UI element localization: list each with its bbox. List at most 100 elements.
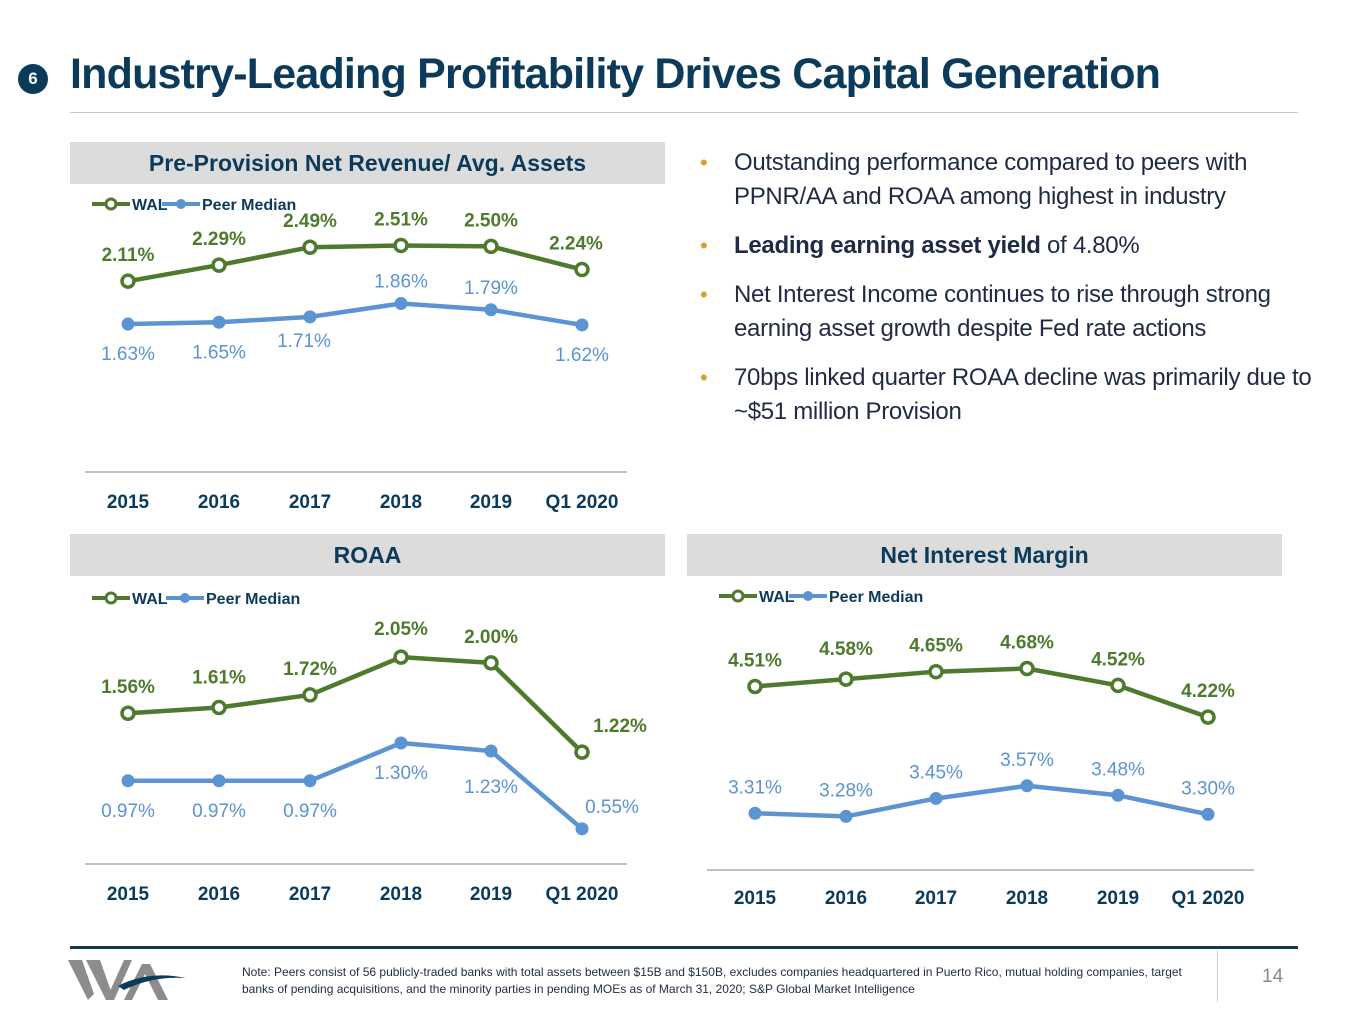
footnote: Note: Peers consist of 56 publicly-trade… <box>242 965 1182 996</box>
peer-data-label: 1.23% <box>464 777 518 798</box>
peer-series-line <box>128 740 584 831</box>
peer-data-label: 1.63% <box>101 344 155 365</box>
wal-data-label: 1.72% <box>283 659 337 680</box>
page-title: Industry-Leading Profitability Drives Ca… <box>70 50 1161 98</box>
ppnr-legend: WAL Peer Median <box>92 197 296 214</box>
peer-data-label: 1.86% <box>374 272 428 293</box>
peer-series-line <box>754 783 1209 819</box>
title-divider <box>70 112 1298 113</box>
peer-data-label: 1.79% <box>464 278 518 299</box>
legend-peer-marker <box>180 593 190 603</box>
wal-data-point <box>1200 709 1216 725</box>
legend-peer-label: Peer Median <box>829 589 923 606</box>
wal-data-label: 4.51% <box>728 650 782 671</box>
x-tick-label: 2016 <box>825 888 867 909</box>
x-tick-label: 2015 <box>107 884 150 905</box>
peer-data-label: 3.57% <box>1000 750 1054 771</box>
peer-data-label: 1.71% <box>277 331 331 352</box>
peer-data-label: 0.55% <box>585 797 639 818</box>
peer-data-point <box>484 303 498 317</box>
peer-data-point <box>1111 788 1125 802</box>
x-tick-label: 2016 <box>198 492 240 513</box>
x-tick-label: 2018 <box>380 492 422 513</box>
wal-data-point <box>393 649 409 665</box>
peer-data-point <box>484 744 498 758</box>
section-number-badge: 6 <box>18 64 48 94</box>
legend-wal-marker <box>104 591 118 605</box>
legend-peer-label: Peer Median <box>202 197 296 214</box>
peer-data-point <box>121 774 135 788</box>
wal-series-line <box>127 654 584 754</box>
roaa-legend: WAL Peer Median <box>92 591 300 608</box>
nim-chart-title: Net Interest Margin <box>687 534 1282 576</box>
legend-peer-marker <box>803 591 813 601</box>
wal-data-point <box>1019 660 1035 677</box>
nim-chart: WAL Peer Median 3.31% 3.28% 3.45% 3.57% 3.48% 3… <box>707 589 1254 909</box>
roaa-chart: WAL Peer Median 0.97% 0.97% 0.97% 1.30% 1.23% 0… <box>85 591 647 905</box>
x-tick-label: 2017 <box>915 888 957 909</box>
x-tick-label: 2018 <box>1006 888 1048 909</box>
key-points-list: • Outstanding performance compared to pee… <box>700 146 1320 444</box>
x-tick-label: 2015 <box>107 492 150 513</box>
peer-data-label: 0.97% <box>101 801 155 822</box>
wa-logo-icon <box>68 960 186 1000</box>
x-tick-label: Q1 2020 <box>1172 888 1245 909</box>
peer-data-label: 3.48% <box>1091 759 1145 780</box>
x-tick-label: 2018 <box>380 884 422 905</box>
peer-data-label: 3.30% <box>1181 778 1235 799</box>
nim-legend: WAL Peer Median <box>719 589 923 606</box>
wal-data-label: 1.56% <box>101 677 155 698</box>
peer-data-point <box>394 297 408 311</box>
peer-data-point <box>121 317 135 331</box>
wal-data-point <box>747 678 763 695</box>
wal-data-point <box>574 744 590 760</box>
bullet-dot-icon: • <box>700 282 708 307</box>
peer-series-line <box>127 301 583 328</box>
x-tick-label: 2019 <box>1097 888 1139 909</box>
legend-peer-label: Peer Median <box>206 591 300 608</box>
footer-separator <box>1217 950 1218 1002</box>
bullet-item: • Outstanding performance compared to pee… <box>700 146 1320 214</box>
wal-data-point <box>928 663 944 680</box>
page-number: 14 <box>1262 966 1284 987</box>
wal-data-point <box>211 257 227 273</box>
wal-data-label: 2.49% <box>283 211 337 232</box>
ppnr-chart-title: Pre-Provision Net Revenue/ Avg. Assets <box>70 142 665 184</box>
peer-data-label: 1.62% <box>555 345 609 366</box>
peer-data-point <box>212 774 226 788</box>
wal-data-point <box>120 273 136 289</box>
legend-wal-label: WAL <box>759 589 795 606</box>
wal-data-label: 4.68% <box>1000 633 1054 654</box>
wal-series-line <box>127 243 583 284</box>
peer-data-label: 0.97% <box>283 801 337 822</box>
wal-data-label: 2.00% <box>464 627 518 648</box>
peer-data-point <box>212 315 226 329</box>
wal-data-point <box>838 671 854 687</box>
wal-data-label: 4.65% <box>909 636 963 657</box>
peer-data-point <box>1201 807 1215 821</box>
wal-data-point <box>211 699 227 716</box>
wal-data-point <box>302 687 318 703</box>
peer-data-point <box>1020 779 1034 793</box>
wal-data-label: 2.05% <box>374 619 428 640</box>
peer-data-label: 3.31% <box>728 777 782 798</box>
legend-wal-marker <box>731 589 745 603</box>
wal-data-point <box>483 238 499 255</box>
peer-data-point <box>929 791 943 805</box>
ppnr-chart: WAL Peer Median 1.63% 1.65% 1.71% 1.86% 1.79% 1… <box>85 197 627 513</box>
wal-data-label: 4.52% <box>1091 649 1145 670</box>
bullet-item: • Leading earning asset yield of 4.80% <box>700 229 1320 263</box>
bullet-dot-icon: • <box>700 365 708 390</box>
peer-data-point <box>575 822 589 836</box>
peer-data-label: 3.28% <box>819 780 873 801</box>
bullet-item: • Net Interest Income continues to rise t… <box>700 278 1320 346</box>
wal-data-point <box>120 705 136 721</box>
legend-peer-marker <box>176 199 186 209</box>
x-tick-label: Q1 2020 <box>546 492 619 513</box>
wal-data-label: 2.24% <box>549 234 603 255</box>
x-tick-label: 2017 <box>289 884 331 905</box>
peer-data-point <box>303 774 317 788</box>
peer-data-point <box>839 809 853 823</box>
peer-data-point <box>394 736 408 750</box>
wal-data-point <box>302 239 318 255</box>
